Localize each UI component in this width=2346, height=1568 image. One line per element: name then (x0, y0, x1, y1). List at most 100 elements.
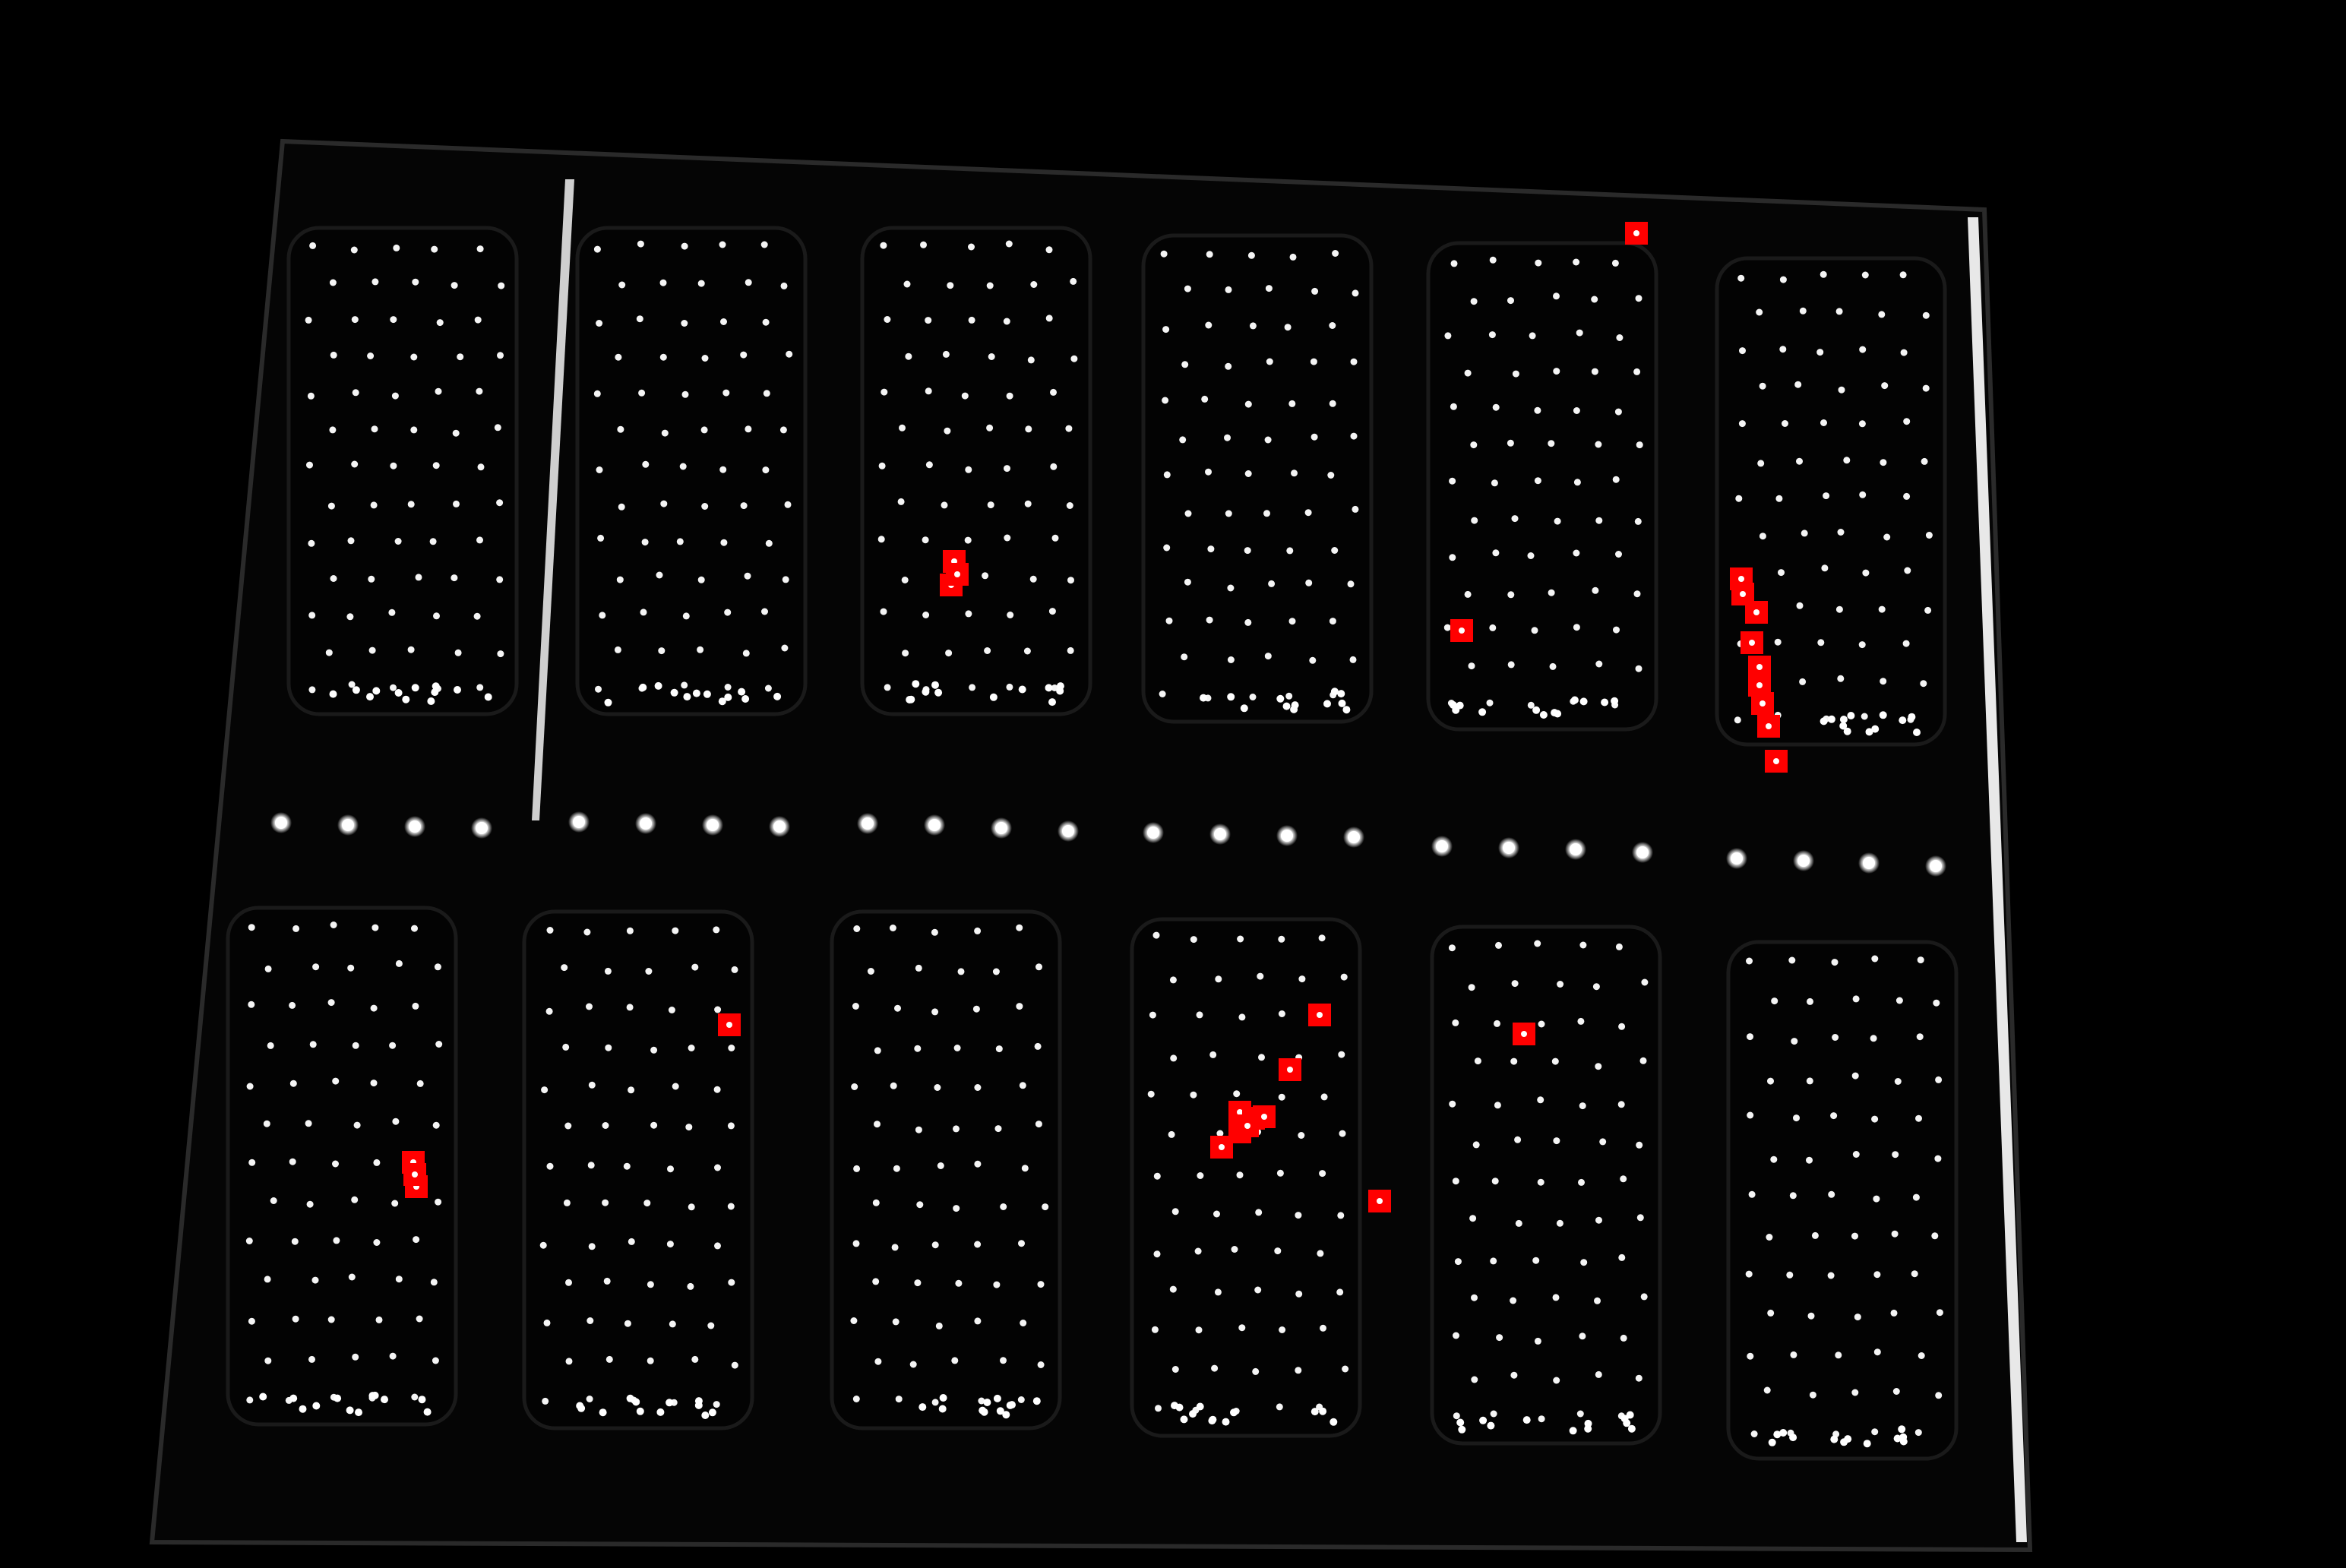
dot (1914, 1429, 1922, 1437)
dot (1576, 329, 1583, 337)
dot (1311, 433, 1318, 441)
dot (352, 1353, 359, 1361)
dot (407, 501, 415, 508)
dot (1551, 1057, 1559, 1065)
dot (1767, 1077, 1774, 1085)
dot (1201, 395, 1209, 403)
dot (1537, 1178, 1545, 1186)
dot (1179, 436, 1187, 444)
dot (1510, 1297, 1517, 1304)
dot (1045, 315, 1053, 322)
divider-edge-highlight (532, 179, 574, 820)
dot (707, 1322, 715, 1329)
dot (996, 1407, 1004, 1415)
dot (1453, 1412, 1460, 1420)
dot (1915, 1114, 1922, 1122)
marker-center-dot (1756, 664, 1763, 670)
dot (901, 577, 909, 583)
large-dot-core (573, 816, 585, 828)
dot (412, 278, 419, 286)
dot (1159, 691, 1166, 697)
dot (1310, 358, 1317, 365)
dot (1553, 1377, 1560, 1384)
dot (1768, 1438, 1776, 1446)
dot (329, 426, 337, 434)
dot (1806, 1156, 1813, 1164)
dot (1018, 1240, 1025, 1247)
dot (309, 1041, 317, 1048)
dot (1620, 1175, 1627, 1183)
panel-top (575, 226, 808, 716)
dot (1828, 1190, 1835, 1198)
dot (267, 1042, 274, 1049)
dot (259, 1393, 267, 1401)
dot (327, 502, 335, 510)
dot (1495, 941, 1502, 949)
dot (1181, 361, 1189, 368)
dot (248, 1159, 256, 1166)
marker-center-dot (1237, 1109, 1243, 1115)
dot (1240, 704, 1248, 713)
dot (1066, 502, 1073, 509)
dot (1311, 1408, 1319, 1416)
dot (435, 1041, 443, 1048)
dot (1474, 1057, 1481, 1065)
dot (1862, 569, 1870, 577)
dot (1790, 1351, 1797, 1358)
dot (1539, 711, 1548, 719)
dot (1227, 584, 1235, 592)
dot (1237, 935, 1244, 943)
dot (1616, 334, 1624, 341)
dot (1538, 1020, 1545, 1028)
dot (1214, 1288, 1222, 1296)
dot (1163, 544, 1171, 552)
dot (1935, 1392, 1943, 1399)
dot (1534, 406, 1541, 414)
dot (713, 1401, 720, 1408)
dot (1456, 701, 1464, 710)
dot (370, 1080, 378, 1087)
dot (394, 689, 403, 697)
dot (352, 389, 359, 397)
dot (1859, 346, 1867, 353)
dot (947, 282, 954, 289)
marker-center-dot (1766, 723, 1772, 729)
dot (931, 928, 938, 936)
marker-center-dot (954, 571, 960, 577)
dot (1003, 318, 1010, 325)
dot (1858, 641, 1866, 649)
large-dot-core (1731, 852, 1743, 865)
dot (351, 316, 359, 324)
dot (1452, 1178, 1459, 1185)
dot (980, 1408, 988, 1416)
dot (389, 1352, 397, 1360)
dot (1873, 1271, 1881, 1279)
dot (390, 316, 397, 324)
dot (1244, 618, 1252, 626)
dot (1288, 618, 1296, 625)
dot (312, 963, 320, 971)
dot (922, 612, 930, 618)
dot (368, 646, 376, 654)
dot (1295, 1212, 1302, 1219)
dot (1611, 697, 1619, 705)
dot (496, 499, 504, 507)
dot (661, 429, 669, 437)
dot (373, 1159, 381, 1166)
dot (931, 1241, 939, 1249)
dot (1789, 1434, 1797, 1442)
dot (1209, 1415, 1217, 1424)
dot (703, 690, 711, 698)
dot (1635, 665, 1643, 672)
dot (1317, 1250, 1324, 1257)
dot (659, 353, 667, 361)
dot (264, 1276, 271, 1283)
dot (922, 536, 929, 544)
dot (853, 1165, 861, 1172)
dot (432, 1121, 440, 1129)
dot (762, 318, 770, 326)
dot (1295, 1367, 1302, 1374)
dot (884, 684, 891, 691)
dot (1766, 1234, 1773, 1241)
dot (1181, 653, 1188, 661)
